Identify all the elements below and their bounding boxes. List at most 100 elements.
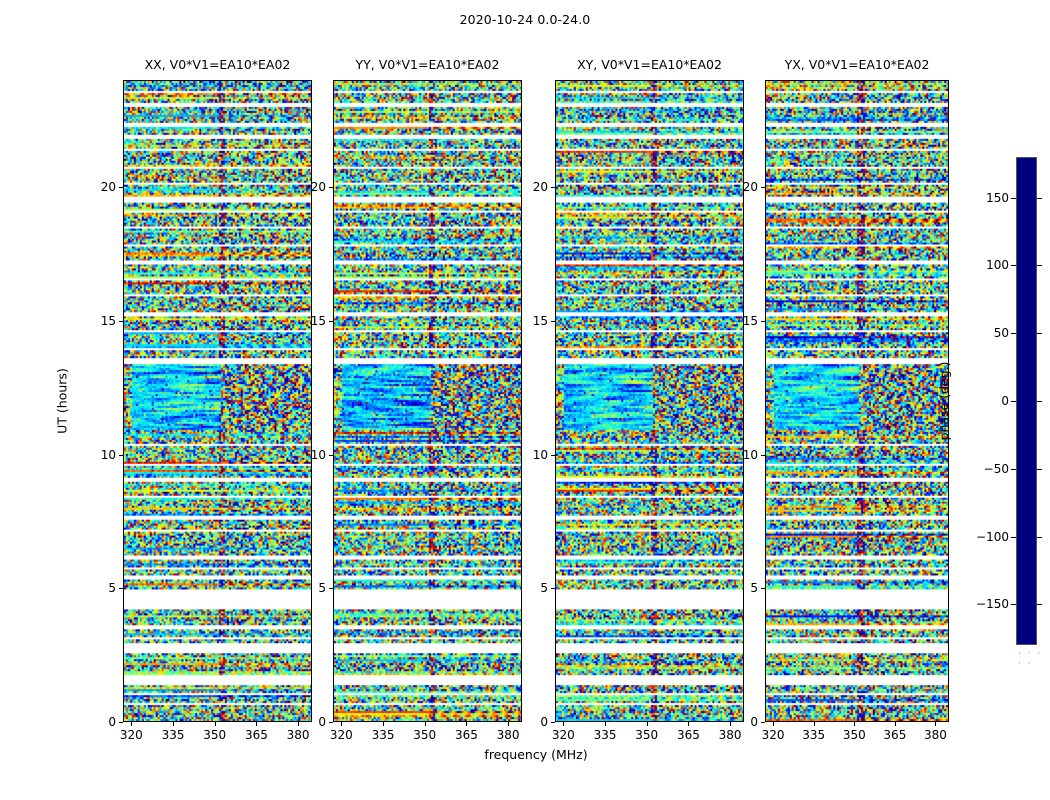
x-tick	[688, 722, 690, 726]
y-tick	[551, 722, 555, 723]
colorbar-label: phase (deg.)	[936, 361, 952, 441]
panel-title-xx: XX, V0*V1=EA10*EA02	[144, 57, 291, 72]
colorbar-tick	[1037, 468, 1042, 470]
x-tick-label: 380	[718, 728, 742, 742]
panel-title-xy: XY, V0*V1=EA10*EA02	[577, 57, 722, 72]
x-tick-label: 335	[161, 728, 185, 742]
y-tick	[329, 454, 333, 456]
colorbar-under-dots: · · · · ·	[1018, 649, 1043, 669]
x-tick	[466, 722, 468, 726]
x-tick	[173, 722, 175, 726]
y-tick-label: 0	[750, 715, 758, 729]
x-tick	[773, 722, 775, 726]
x-tick	[854, 722, 856, 726]
y-tick	[761, 454, 765, 456]
y-tick	[329, 187, 333, 188]
x-tick	[605, 722, 607, 726]
colorbar-tick-label: 50	[993, 326, 1009, 341]
x-tick-label: 365	[676, 728, 700, 742]
y-tick	[329, 320, 333, 322]
y-tick-label: 5	[318, 581, 326, 596]
colorbar-tick	[1037, 197, 1042, 199]
x-tick-label: 380	[286, 728, 310, 742]
x-tick	[730, 722, 732, 726]
colorbar-tick	[1037, 604, 1042, 606]
y-tick	[329, 722, 333, 723]
x-tick-label: 320	[761, 728, 785, 742]
colorbar-tick	[1011, 536, 1016, 538]
x-tick-label: 365	[883, 728, 907, 742]
y-tick-label: 15	[100, 313, 116, 328]
colorbar-tick-label: −150	[976, 597, 1009, 612]
figure-suptitle: 2020-10-24 0.0-24.0	[459, 12, 591, 27]
y-tick-label: 20	[100, 180, 116, 194]
y-tick-label: 0	[108, 715, 116, 729]
x-tick	[646, 722, 648, 726]
x-tick-label: 350	[203, 728, 227, 742]
colorbar[interactable]	[1016, 157, 1037, 645]
x-tick	[131, 722, 133, 726]
y-tick	[551, 454, 555, 456]
heatmap-panel-yy[interactable]	[333, 80, 522, 722]
x-tick	[341, 722, 343, 726]
y-tick	[761, 187, 765, 188]
y-tick-label: 0	[540, 715, 548, 729]
colorbar-tick-label: −100	[976, 529, 1009, 544]
y-tick	[551, 588, 555, 590]
y-tick-label: 5	[750, 581, 758, 596]
y-tick	[551, 320, 555, 322]
y-tick	[119, 454, 123, 456]
colorbar-tick	[1037, 265, 1042, 267]
colorbar-gradient	[1017, 158, 1036, 644]
x-tick	[383, 722, 385, 726]
y-tick-label: 10	[742, 447, 758, 462]
x-axis-label: frequency (MHz)	[484, 747, 588, 762]
x-tick-label: 365	[454, 728, 478, 742]
y-tick-label: 20	[532, 180, 548, 194]
x-tick	[563, 722, 565, 726]
x-tick	[298, 722, 300, 726]
y-tick-label: 5	[108, 581, 116, 596]
x-tick-label: 335	[802, 728, 826, 742]
y-tick-label: 15	[310, 313, 326, 328]
colorbar-tick-label: −50	[983, 461, 1009, 476]
x-tick-label: 320	[119, 728, 143, 742]
y-tick-label: 10	[310, 447, 326, 462]
y-tick-label: 10	[532, 447, 548, 462]
x-tick-label: 320	[329, 728, 353, 742]
x-tick-label: 320	[551, 728, 575, 742]
colorbar-tick-label: 100	[986, 258, 1009, 273]
x-tick	[894, 722, 896, 726]
heatmap-panel-xy[interactable]	[555, 80, 744, 722]
x-tick-label: 335	[593, 728, 617, 742]
x-tick	[256, 722, 258, 726]
colorbar-tick	[1037, 536, 1042, 538]
x-tick	[935, 722, 937, 726]
colorbar-tick	[1011, 197, 1016, 199]
x-tick-label: 350	[413, 728, 437, 742]
colorbar-tick-label: 150	[986, 190, 1009, 205]
y-tick	[119, 320, 123, 322]
y-tick-label: 15	[742, 313, 758, 328]
x-tick-label: 335	[371, 728, 395, 742]
panel-title-yy: YY, V0*V1=EA10*EA02	[355, 57, 500, 72]
x-tick-label: 365	[244, 728, 268, 742]
y-tick-label: 20	[310, 180, 326, 194]
y-tick	[119, 722, 123, 723]
heatmap-image-xy	[556, 81, 743, 721]
x-tick	[508, 722, 510, 726]
y-tick	[551, 187, 555, 188]
y-tick	[761, 588, 765, 590]
y-tick	[761, 722, 765, 723]
x-tick	[813, 722, 815, 726]
y-tick	[329, 588, 333, 590]
x-tick-label: 350	[842, 728, 866, 742]
colorbar-tick	[1011, 333, 1016, 335]
colorbar-tick	[1037, 401, 1042, 402]
heatmap-image-yx	[766, 81, 948, 721]
colorbar-tick	[1037, 333, 1042, 335]
heatmap-image-xx	[124, 81, 311, 721]
heatmap-panel-xx[interactable]	[123, 80, 312, 722]
heatmap-panel-yx[interactable]	[765, 80, 949, 722]
